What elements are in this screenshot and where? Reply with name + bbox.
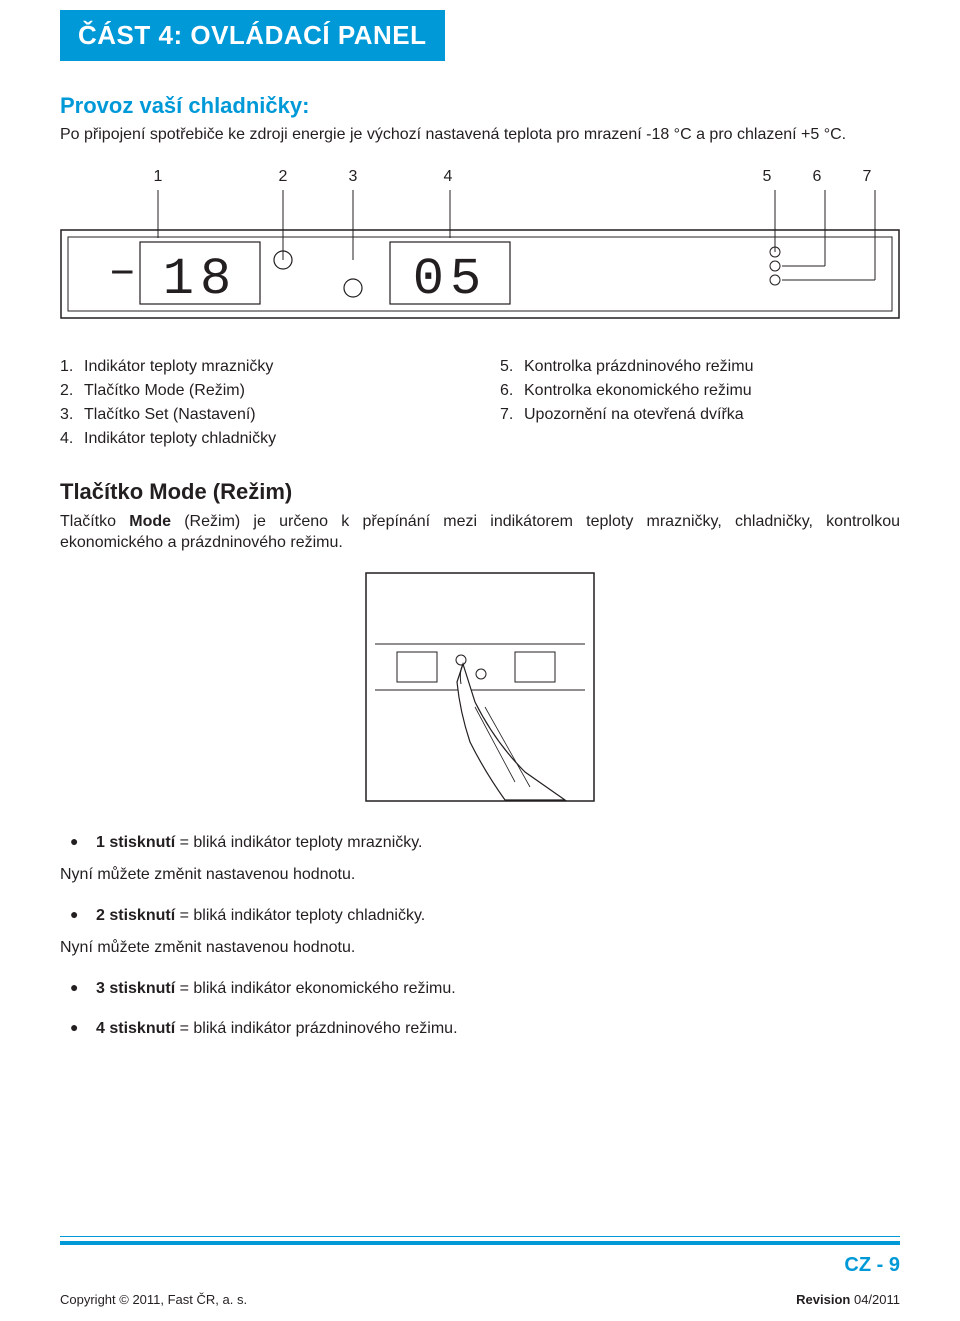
- step-text: = bliká indikátor teploty mrazničky.: [175, 834, 422, 851]
- display-freezer-temp: 18: [163, 250, 237, 309]
- legend-num: 4.: [60, 427, 84, 451]
- legend-num: 1.: [60, 355, 84, 379]
- mode-button-description: Tlačítko Mode (Režim) je určeno k přepín…: [60, 511, 900, 554]
- minus-sign: −: [110, 248, 135, 295]
- legend-left: 1.Indikátor teploty mrazničky 2.Tlačítko…: [60, 355, 460, 451]
- legend-text: Indikátor teploty mrazničky: [84, 355, 273, 379]
- revision-label: Revision: [796, 1292, 854, 1307]
- bullet-icon: ●: [60, 905, 96, 925]
- legend-num: 5.: [500, 355, 524, 379]
- callout-7: 7: [842, 168, 892, 186]
- hand-press-illustration: [365, 572, 595, 802]
- list-item: ● 3 stisknutí = bliká indikátor ekonomic…: [60, 978, 900, 1000]
- section-header: ČÁST 4: OVLÁDACÍ PANEL: [60, 10, 445, 61]
- list-item: ● 2 stisknutí = bliká indikátor teploty …: [60, 905, 900, 927]
- bullet-icon: ●: [60, 832, 96, 852]
- callout-2: 2: [248, 168, 318, 186]
- callout-6: 6: [792, 168, 842, 186]
- footer-rule-thick: [60, 1241, 900, 1245]
- callout-4: 4: [388, 168, 508, 186]
- mode-button-heading: Tlačítko Mode (Režim): [60, 479, 900, 505]
- bullet-icon: ●: [60, 978, 96, 998]
- legend-text: Upozornění na otevřená dvířka: [524, 403, 744, 427]
- legend-text: Tlačítko Mode (Režim): [84, 379, 245, 403]
- legend-text: Kontrolka ekonomického režimu: [524, 379, 752, 403]
- intro-text: Po připojení spotřebiče ke zdroji energi…: [60, 125, 900, 146]
- list-item: ● 4 stisknutí = bliká indikátor prázdnin…: [60, 1018, 900, 1040]
- control-panel-diagram: − 18 05: [60, 190, 900, 320]
- legend-text: Indikátor teploty chladničky: [84, 427, 276, 451]
- page-prefix: CZ: [844, 1254, 871, 1276]
- bullet-icon: ●: [60, 1018, 96, 1038]
- footer-rule-thin: [60, 1236, 900, 1237]
- callout-5: 5: [742, 168, 792, 186]
- step-text: = bliká indikátor ekonomického režimu.: [175, 980, 456, 997]
- list-item: ● 1 stisknutí = bliká indikátor teploty …: [60, 832, 900, 854]
- step-text: = bliká indikátor prázdninového režimu.: [175, 1020, 457, 1037]
- legend-num: 3.: [60, 403, 84, 427]
- body-prefix: Tlačítko: [60, 513, 129, 530]
- legend-right: 5.Kontrolka prázdninového režimu 6.Kontr…: [500, 355, 900, 451]
- display-fridge-temp: 05: [413, 250, 487, 309]
- page-dash: -: [871, 1254, 889, 1276]
- step-text: = bliká indikátor teploty chladničky.: [175, 907, 425, 924]
- legend-text: Kontrolka prázdninového režimu: [524, 355, 753, 379]
- body-rest: (Režim) je určeno k přepínání mezi indik…: [60, 513, 900, 552]
- step-note: Nyní můžete změnit nastavenou hodnotu.: [60, 864, 900, 886]
- footer-copyright: Copyright © 2011, Fast ČR, a. s.: [60, 1292, 247, 1307]
- page-subtitle: Provoz vaší chladničky:: [60, 93, 900, 119]
- legend-columns: 1.Indikátor teploty mrazničky 2.Tlačítko…: [60, 355, 900, 451]
- step-bold: 3 stisknutí: [96, 980, 175, 997]
- body-bold: Mode: [129, 513, 171, 530]
- diagram-callout-numbers: 1 2 3 4 5 6 7: [60, 168, 900, 186]
- revision-value: 04/2011: [854, 1292, 900, 1307]
- footer-revision: Revision 04/2011: [796, 1292, 900, 1307]
- page-num-value: 9: [889, 1254, 900, 1276]
- legend-num: 7.: [500, 403, 524, 427]
- page-number: CZ - 9: [844, 1254, 900, 1277]
- step-bold: 2 stisknutí: [96, 907, 175, 924]
- step-bold: 4 stisknutí: [96, 1020, 175, 1037]
- callout-3: 3: [318, 168, 388, 186]
- mode-steps-list: ● 1 stisknutí = bliká indikátor teploty …: [60, 832, 900, 1040]
- legend-num: 6.: [500, 379, 524, 403]
- step-note: Nyní můžete změnit nastavenou hodnotu.: [60, 937, 900, 959]
- legend-num: 2.: [60, 379, 84, 403]
- callout-1: 1: [68, 168, 248, 186]
- step-bold: 1 stisknutí: [96, 834, 175, 851]
- legend-text: Tlačítko Set (Nastavení): [84, 403, 256, 427]
